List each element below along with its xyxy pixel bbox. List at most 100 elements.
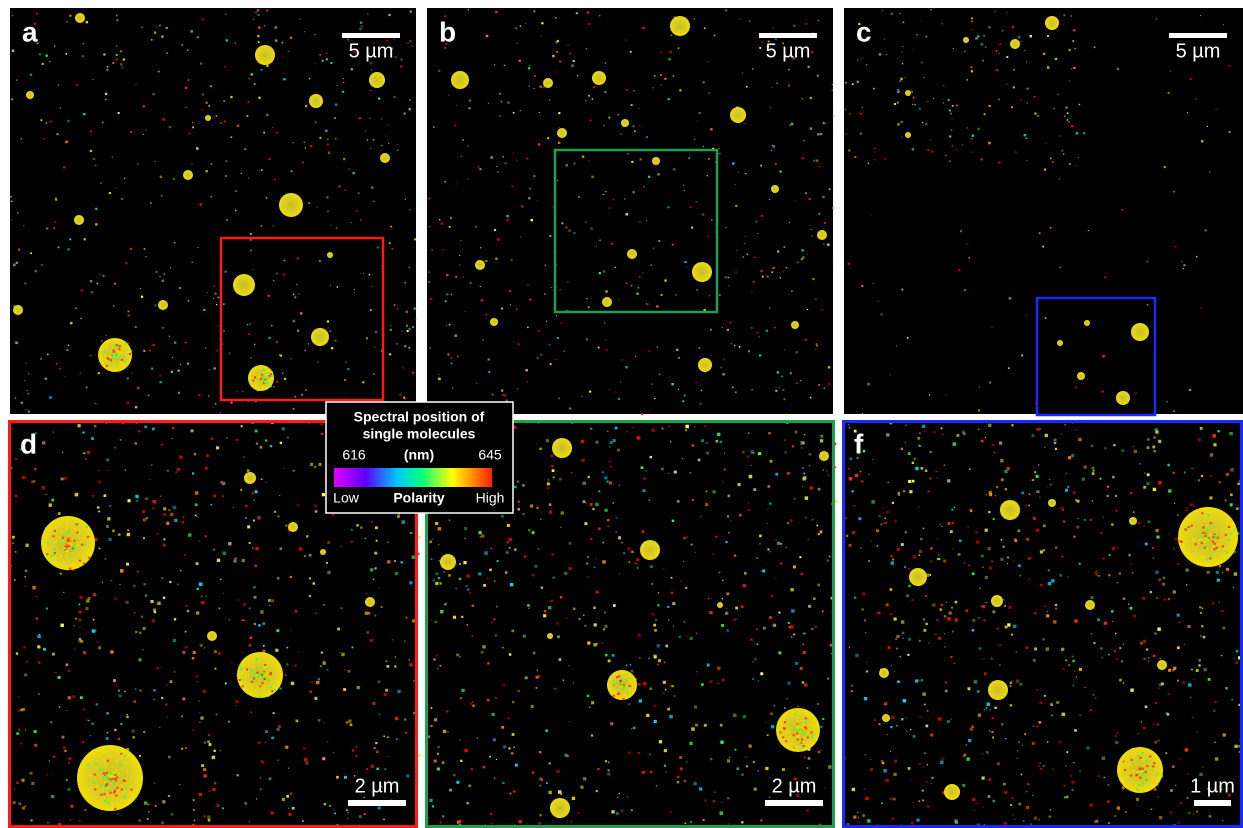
molecule-dot: [752, 68, 753, 69]
molecule-dot: [1005, 626, 1008, 629]
molecule-dot: [1184, 644, 1186, 646]
molecule-dot: [1193, 506, 1194, 507]
molecule-dot: [1034, 648, 1037, 651]
molecule-dot: [107, 712, 109, 714]
cluster: [963, 37, 969, 43]
molecule-dot: [94, 425, 96, 427]
molecule-dot: [925, 469, 928, 472]
molecule-dot: [884, 702, 887, 705]
molecule-dot: [520, 110, 521, 111]
cluster-speck: [1138, 784, 1140, 786]
molecule-dot: [789, 222, 790, 223]
molecule-dot: [865, 632, 867, 634]
molecule-dot: [1072, 781, 1075, 784]
molecule-dot: [810, 127, 812, 129]
molecule-dot: [977, 35, 979, 37]
molecule-dot: [761, 41, 763, 43]
molecule-dot: [941, 604, 944, 607]
molecule-dot: [119, 695, 122, 698]
molecule-dot: [849, 477, 852, 480]
cluster-speck: [1147, 786, 1149, 788]
molecule-dot: [296, 284, 298, 286]
molecule-dot: [953, 48, 954, 49]
molecule-dot: [99, 273, 101, 275]
molecule-dot: [988, 547, 991, 550]
molecule-dot: [151, 600, 154, 603]
molecule-dot: [418, 536, 421, 539]
molecule-dot: [608, 117, 610, 119]
cluster-speck: [1135, 763, 1137, 765]
molecule-dot: [51, 795, 54, 798]
cluster-speck: [265, 658, 267, 660]
molecule-dot: [653, 248, 654, 249]
molecule-dot: [460, 697, 462, 699]
molecule-dot: [506, 219, 508, 221]
cluster-speck: [98, 803, 100, 805]
molecule-dot: [998, 161, 1000, 163]
molecule-dot: [717, 667, 720, 670]
molecule-dot: [1098, 775, 1099, 776]
cluster-speck: [1146, 765, 1148, 767]
molecule-dot: [715, 792, 716, 793]
molecule-dot: [143, 105, 145, 107]
cluster-speck: [1228, 526, 1230, 528]
molecule-dot: [241, 425, 243, 427]
cluster-speck: [74, 544, 76, 546]
molecule-dot: [314, 505, 316, 507]
molecule-dot: [15, 458, 17, 460]
molecule-dot: [1115, 495, 1117, 497]
molecule-dot: [761, 215, 763, 217]
molecule-dot: [107, 732, 109, 734]
molecule-dot: [530, 504, 533, 507]
cluster: [692, 262, 712, 282]
molecule-dot: [513, 112, 515, 114]
molecule-dot: [884, 39, 885, 40]
molecule-dot: [832, 84, 833, 85]
molecule-dot: [1010, 804, 1012, 806]
molecule-dot: [496, 166, 497, 167]
molecule-dot: [269, 605, 270, 606]
molecule-dot: [359, 117, 361, 119]
molecule-dot: [516, 160, 517, 161]
cluster-speck: [88, 557, 90, 559]
molecule-dot: [439, 560, 440, 561]
molecule-dot: [1213, 434, 1216, 437]
cluster-speck: [275, 679, 277, 681]
molecule-dot: [974, 680, 978, 684]
cluster-speck: [1149, 755, 1151, 757]
molecule-dot: [75, 307, 77, 309]
molecule-dot: [642, 27, 644, 29]
molecule-dot: [930, 734, 933, 737]
molecule-dot: [906, 595, 909, 598]
molecule-dot: [40, 358, 42, 360]
molecule-dot: [30, 772, 33, 775]
molecule-dot: [160, 176, 162, 178]
molecule-dot: [1095, 574, 1097, 576]
molecule-dot: [537, 200, 538, 201]
molecule-dot: [861, 58, 862, 59]
molecule-dot: [1223, 24, 1224, 25]
molecule-dot: [570, 721, 571, 722]
molecule-dot: [1202, 607, 1204, 609]
molecule-dot: [397, 149, 399, 151]
molecule-dot: [166, 52, 168, 54]
molecule-dot: [428, 198, 430, 200]
molecule-dot: [598, 527, 601, 530]
molecule-dot: [650, 456, 652, 458]
molecule-dot: [430, 298, 432, 300]
molecule-dot: [941, 757, 944, 760]
molecule-dot: [109, 538, 112, 541]
molecule-dot: [350, 724, 353, 727]
molecule-dot: [1028, 557, 1031, 560]
molecule-dot: [396, 738, 398, 740]
molecule-dot: [609, 207, 611, 209]
molecule-dot: [591, 734, 593, 736]
molecule-dot: [680, 767, 683, 770]
molecule-dot: [727, 329, 729, 331]
molecule-dot: [679, 756, 682, 759]
molecule-dot: [69, 15, 71, 17]
molecule-dot: [201, 596, 203, 598]
cluster-speck: [1140, 757, 1142, 759]
molecule-dot: [1029, 579, 1030, 580]
molecule-dot: [1064, 116, 1066, 118]
